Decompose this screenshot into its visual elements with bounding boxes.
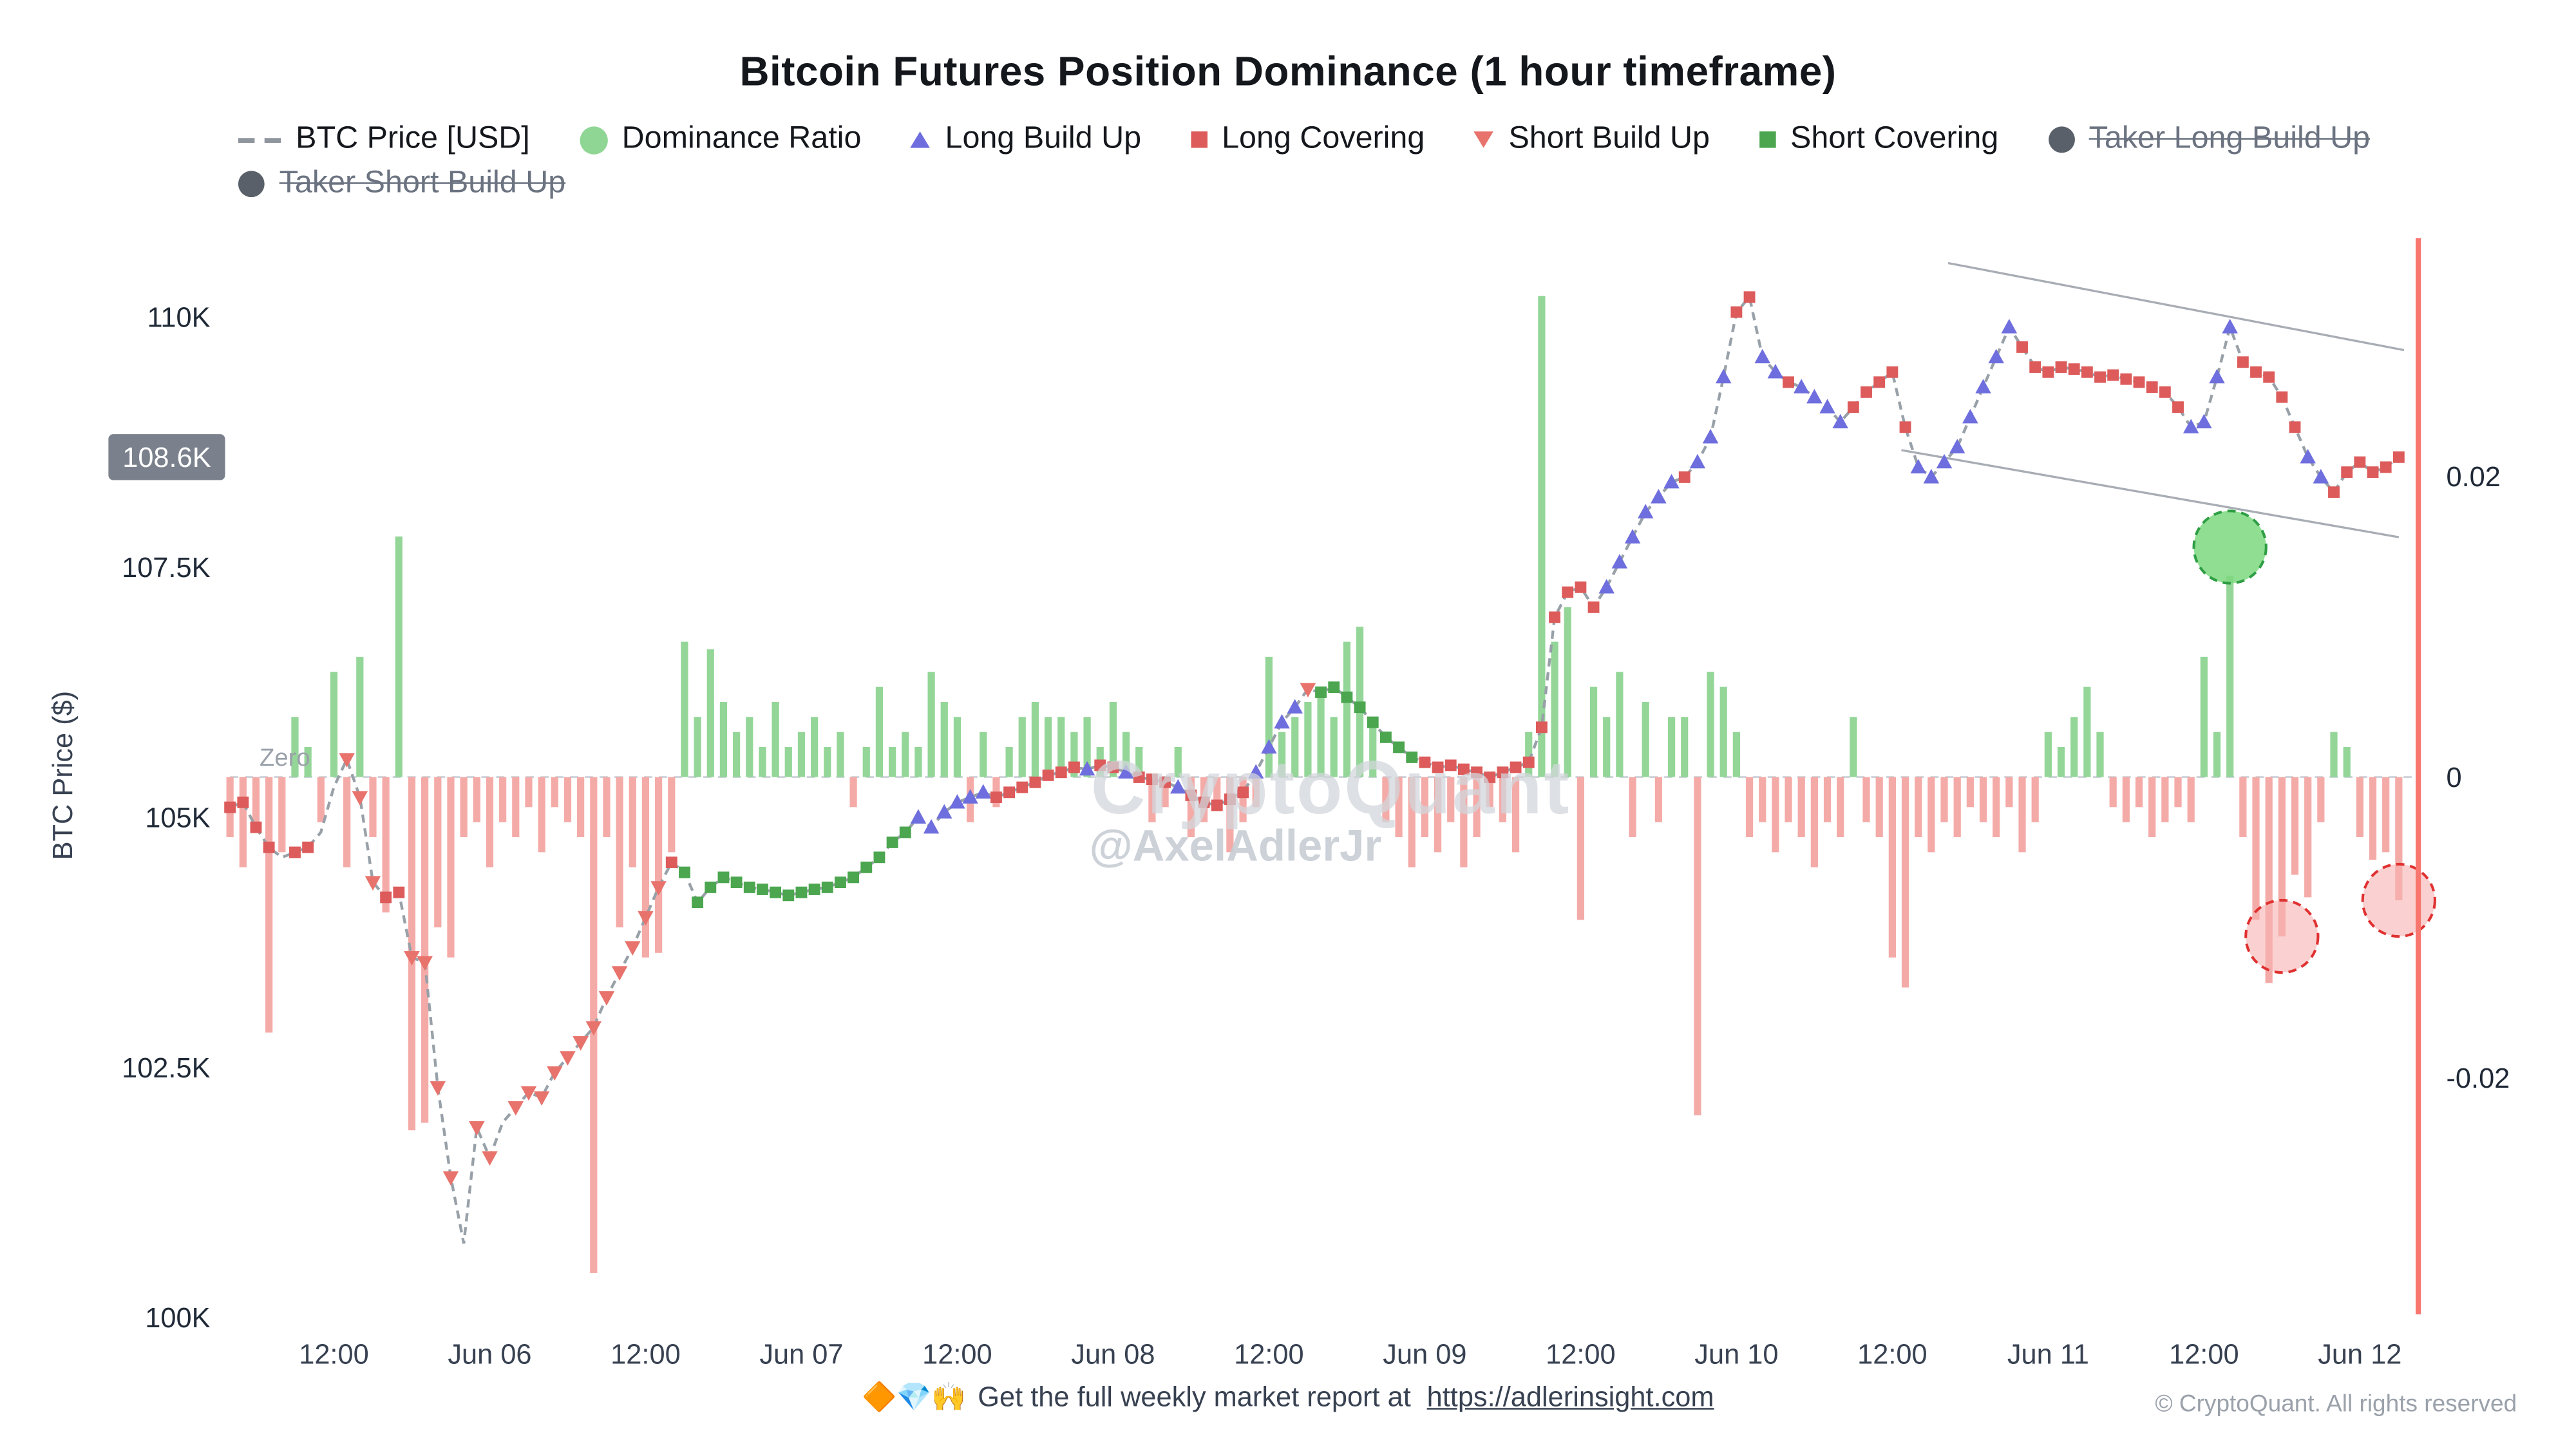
green-square-icon xyxy=(1759,131,1776,148)
svg-text:Jun 07: Jun 07 xyxy=(759,1339,843,1370)
legend-row: Taker Short Build Up xyxy=(238,166,2423,202)
legend-item-taker-long-build-up[interactable]: Taker Long Build Up xyxy=(2047,121,2371,158)
svg-text:12:00: 12:00 xyxy=(1234,1339,1304,1370)
svg-text:0.02: 0.02 xyxy=(2446,462,2500,493)
copyright-notice: © CryptoQuant. All rights reserved xyxy=(2155,1391,2517,1418)
legend-item-long-build-up[interactable]: Long Build Up xyxy=(910,121,1142,158)
legend-label: Long Covering xyxy=(1222,121,1425,156)
svg-text:12:00: 12:00 xyxy=(611,1339,681,1370)
legend-label: Taker Short Build Up xyxy=(279,166,566,201)
legend-item-short-build-up[interactable]: Short Build Up xyxy=(1473,121,1710,158)
legend: BTC Price [USD] Dominance Ratio Long Build… xyxy=(238,122,2423,202)
legend-label: Taker Long Build Up xyxy=(2088,121,2371,156)
svg-text:105K: 105K xyxy=(145,802,210,833)
svg-text:110K: 110K xyxy=(147,303,210,334)
red-highlight-circle-1 xyxy=(2244,898,2320,974)
footer: 🔶💎🙌 Get the full weekly market report at … xyxy=(0,1381,2576,1414)
svg-text:-0.02: -0.02 xyxy=(2446,1063,2510,1094)
svg-text:12:00: 12:00 xyxy=(1857,1339,1927,1370)
svg-text:Jun 11: Jun 11 xyxy=(2007,1339,2089,1370)
red-square-icon xyxy=(1190,131,1208,148)
legend-row: BTC Price [USD] Dominance Ratio Long Build… xyxy=(238,122,2423,158)
legend-item-long-covering[interactable]: Long Covering xyxy=(1190,121,1425,158)
green-highlight-circle xyxy=(2192,509,2268,585)
zero-label: Zero xyxy=(260,744,310,772)
dark-circle-icon xyxy=(2047,126,2074,153)
btc-price-line xyxy=(229,294,2400,1244)
ratio-axis-labels: 0.02 0 -0.02 xyxy=(2446,462,2510,1094)
trend-channel-lines xyxy=(1901,261,2405,538)
green-circle-icon xyxy=(579,126,607,154)
svg-text:Jun 08: Jun 08 xyxy=(1071,1339,1155,1370)
current-price-badge-label: 108.6K xyxy=(122,442,211,473)
footer-emojis: 🔶💎🙌 xyxy=(862,1381,967,1413)
legend-label: Long Build Up xyxy=(945,121,1142,156)
legend-label: Short Covering xyxy=(1790,121,1999,156)
svg-text:12:00: 12:00 xyxy=(1546,1339,1616,1370)
svg-text:12:00: 12:00 xyxy=(299,1339,369,1370)
report-link[interactable]: https://adlerinsight.com xyxy=(1426,1381,1714,1413)
svg-text:Jun 10: Jun 10 xyxy=(1694,1339,1778,1370)
red-highlight-circle-2 xyxy=(2361,862,2436,938)
svg-text:Jun 09: Jun 09 xyxy=(1383,1339,1466,1370)
dark-circle-icon xyxy=(238,171,265,198)
dashed-line-icon xyxy=(238,137,281,142)
blue-triangle-up-icon xyxy=(910,131,931,148)
position-markers xyxy=(224,291,2405,1186)
page-title: Bitcoin Futures Position Dominance (1 ho… xyxy=(739,49,1837,95)
footer-text: Get the full weekly market report at xyxy=(978,1381,1411,1413)
legend-label: BTC Price [USD] xyxy=(296,121,530,156)
svg-text:102.5K: 102.5K xyxy=(122,1053,211,1084)
x-axis-labels: 12:00 Jun 06 12:00 Jun 07 12:00 Jun 08 12:00 Ju… xyxy=(299,1339,2401,1370)
svg-text:Jun 06: Jun 06 xyxy=(448,1339,531,1370)
red-triangle-down-icon xyxy=(1473,131,1494,148)
legend-item-taker-short-build-up[interactable]: Taker Short Build Up xyxy=(238,166,565,202)
svg-text:12:00: 12:00 xyxy=(922,1339,992,1370)
svg-text:12:00: 12:00 xyxy=(2169,1339,2239,1370)
price-axis-labels: 110K 107.5K 105K 102.5K 100K xyxy=(122,303,211,1334)
dominance-ratio-bars xyxy=(226,296,2403,1273)
svg-text:Jun 12: Jun 12 xyxy=(2318,1339,2401,1370)
svg-text:0: 0 xyxy=(2446,762,2461,793)
current-price-badge xyxy=(108,434,225,480)
legend-label: Short Build Up xyxy=(1508,121,1710,156)
legend-item-btc-price-usd[interactable]: BTC Price [USD] xyxy=(238,122,530,158)
price-axis-title: BTC Price ($) xyxy=(48,691,79,860)
legend-label: Dominance Ratio xyxy=(621,121,862,156)
legend-item-short-covering[interactable]: Short Covering xyxy=(1759,121,1999,158)
legend-item-dominance-ratio[interactable]: Dominance Ratio xyxy=(579,122,861,158)
svg-text:100K: 100K xyxy=(145,1303,210,1334)
svg-text:107.5K: 107.5K xyxy=(122,553,211,583)
